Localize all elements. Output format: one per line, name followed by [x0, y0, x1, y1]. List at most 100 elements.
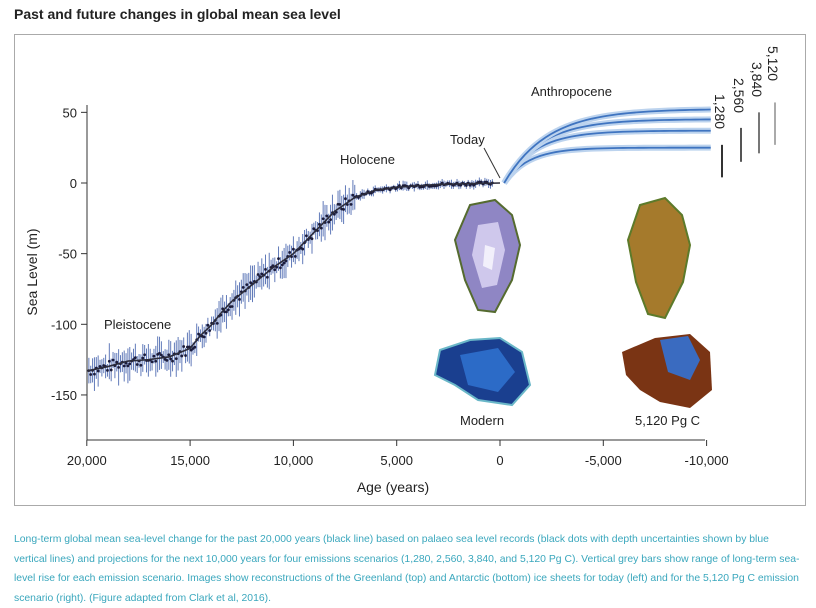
proxy-point [318, 222, 321, 226]
y-tick-label: 50 [63, 105, 77, 120]
proxy-point [293, 255, 297, 258]
proxy-point [397, 184, 401, 187]
proxy-point [93, 372, 96, 376]
today-pointer [483, 147, 501, 179]
proxy-point [321, 217, 325, 221]
proxy-point [165, 358, 169, 362]
page-title: Past and future changes in global mean s… [14, 6, 341, 22]
figure-frame [14, 34, 806, 506]
proxy-point [96, 369, 100, 373]
antarctica-future-map [622, 334, 712, 408]
annotation-label: 5,120 Pg C [635, 413, 700, 428]
proxy-point [122, 364, 126, 368]
proxy-point [182, 345, 186, 348]
proxy-point [277, 257, 280, 261]
proxy-point [184, 354, 187, 357]
proxy-point [264, 267, 267, 271]
proxy-point [158, 351, 161, 355]
scenario-label: 3,840 [749, 62, 765, 97]
proxy-point [226, 308, 230, 312]
proxy-point [204, 331, 208, 335]
proxy-point [111, 358, 115, 362]
past-sea-level-line [86, 182, 501, 372]
annotation-label: Anthropocene [531, 84, 612, 99]
sea-level-chart: 20,000 15,000 10,000 5,000 0 -5,000 -10,000 50 0… [24, 46, 781, 495]
annotation-label: Today [450, 132, 485, 147]
proxy-point [241, 286, 245, 289]
proxy-point [280, 263, 284, 267]
x-tick-label: 20,000 [67, 453, 107, 468]
proxy-point [292, 247, 295, 251]
proxy-point [133, 356, 137, 360]
proxy-point [327, 220, 331, 224]
proxy-point [312, 227, 316, 231]
annotation-label: Modern [460, 413, 504, 428]
proxy-point [349, 202, 353, 206]
proxy-point [273, 268, 277, 272]
proxy-point [115, 360, 119, 364]
proxy-point [171, 359, 174, 363]
proxy-point [301, 247, 305, 251]
proxy-point [338, 203, 342, 206]
x-axis-label: Age (years) [357, 479, 429, 495]
proxy-point [128, 362, 132, 366]
annotation-label: Pleistocene [104, 317, 171, 332]
proxy-point [106, 368, 109, 372]
proxy-point [388, 188, 392, 192]
proxy-point [325, 214, 329, 218]
proxy-point [256, 273, 260, 276]
proxy-point [238, 297, 241, 301]
annotation-label: Holocene [340, 152, 395, 167]
proxy-point [174, 357, 178, 361]
x-tick-label: 15,000 [170, 453, 210, 468]
greenland-future-map [626, 196, 692, 320]
y-tick-label: -50 [58, 247, 77, 262]
y-tick-label: -150 [51, 388, 77, 403]
proxy-point [152, 354, 156, 358]
proxy-point [141, 356, 145, 360]
antarctica-modern-map [433, 336, 532, 407]
proxy-point [407, 186, 411, 190]
x-tick-label: 10,000 [274, 453, 314, 468]
proxy-point [143, 353, 147, 357]
proxy-point [154, 359, 158, 363]
proxy-point [319, 226, 323, 230]
proxy-point [278, 266, 282, 270]
scenario-label: 5,120 [765, 46, 781, 81]
proxy-point [169, 357, 173, 361]
proxy-point [305, 234, 308, 238]
proxy-point [135, 363, 139, 366]
proxy-point [167, 353, 171, 357]
y-tick-label: 0 [70, 176, 77, 191]
proxy-point [342, 207, 346, 211]
proxy-point [329, 218, 332, 222]
x-tick-label: -10,000 [685, 453, 729, 468]
scenario-label: 1,280 [712, 94, 728, 129]
proxy-point [288, 251, 292, 254]
proxy-point [284, 259, 288, 263]
proxy-point [202, 335, 206, 339]
proxy-point [150, 360, 154, 364]
proxy-point [139, 363, 143, 367]
scenario-label: 2,560 [731, 78, 747, 113]
proxy-point [197, 332, 200, 336]
x-tick-label: -5,000 [585, 453, 622, 468]
projection-line-1,280 [503, 146, 711, 184]
x-tick-label: 5,000 [380, 453, 413, 468]
projection-line-5,120 [503, 108, 711, 184]
proxy-point [159, 353, 163, 357]
proxy-point [310, 237, 314, 241]
proxy-point [180, 354, 184, 358]
proxy-point [193, 345, 197, 349]
figure-caption: Long-term global mean sea-level change f… [14, 534, 800, 604]
greenland-modern-map [453, 198, 522, 314]
proxy-point [208, 329, 212, 332]
x-tick-label: 0 [496, 453, 503, 468]
proxy-point [206, 323, 210, 327]
proxy-point [189, 348, 193, 352]
proxy-point [464, 184, 468, 187]
proxy-point [126, 364, 130, 368]
proxy-point [344, 197, 347, 201]
proxy-point [282, 261, 286, 265]
proxy-point [117, 365, 121, 369]
